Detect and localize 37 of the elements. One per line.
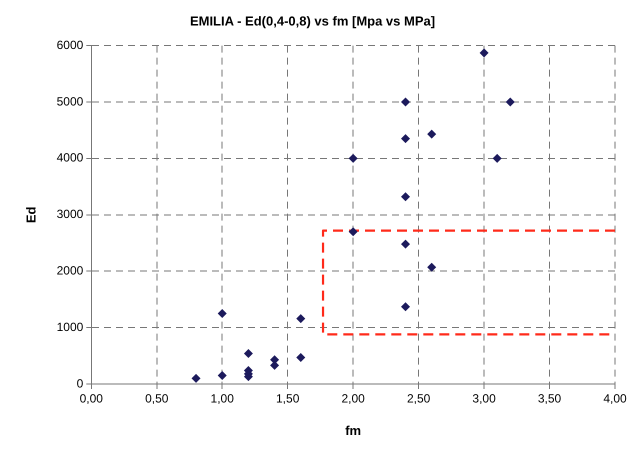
y-tick-label: 1000 (56, 320, 84, 334)
point (401, 192, 410, 202)
point (296, 314, 306, 323)
point (218, 371, 227, 380)
x-tick-label: 1,00 (210, 392, 234, 406)
x-tick-label: 0,50 (145, 392, 169, 406)
y-tick-label: 5000 (56, 94, 84, 108)
point (492, 154, 502, 163)
y-tick-label: 6000 (56, 38, 84, 52)
point (401, 240, 410, 248)
y-tick-label: 2000 (56, 264, 84, 278)
point (427, 130, 436, 138)
y-tick-label: 4000 (56, 150, 84, 165)
point (480, 48, 488, 58)
x-tick-label: 2,00 (341, 392, 366, 406)
x-tick-label: 1,50 (276, 392, 300, 406)
point (348, 154, 358, 163)
point (401, 134, 410, 143)
y-axis-title: Ed (23, 206, 38, 224)
x-tick-label: 3,50 (538, 392, 562, 406)
x-tick-label: 2,50 (406, 392, 431, 406)
point (348, 227, 358, 236)
point (244, 349, 253, 358)
point (427, 262, 436, 272)
x-tick-label: 3,00 (472, 392, 496, 406)
y-tick-label: 0 (76, 376, 84, 390)
chart-title: EMILIA - Ed(0,4-0,8) vs fm [Mpa vs MPa] (190, 13, 436, 28)
x-tick-label: 4,00 (603, 392, 627, 406)
x-tick-label: 0,00 (80, 392, 104, 406)
x-axis-title: fm (345, 422, 362, 438)
point (192, 374, 200, 383)
point (218, 309, 227, 318)
point (401, 302, 410, 312)
point (296, 353, 306, 362)
point (506, 98, 515, 106)
y-tick-label: 3000 (56, 207, 84, 222)
point (401, 98, 410, 106)
